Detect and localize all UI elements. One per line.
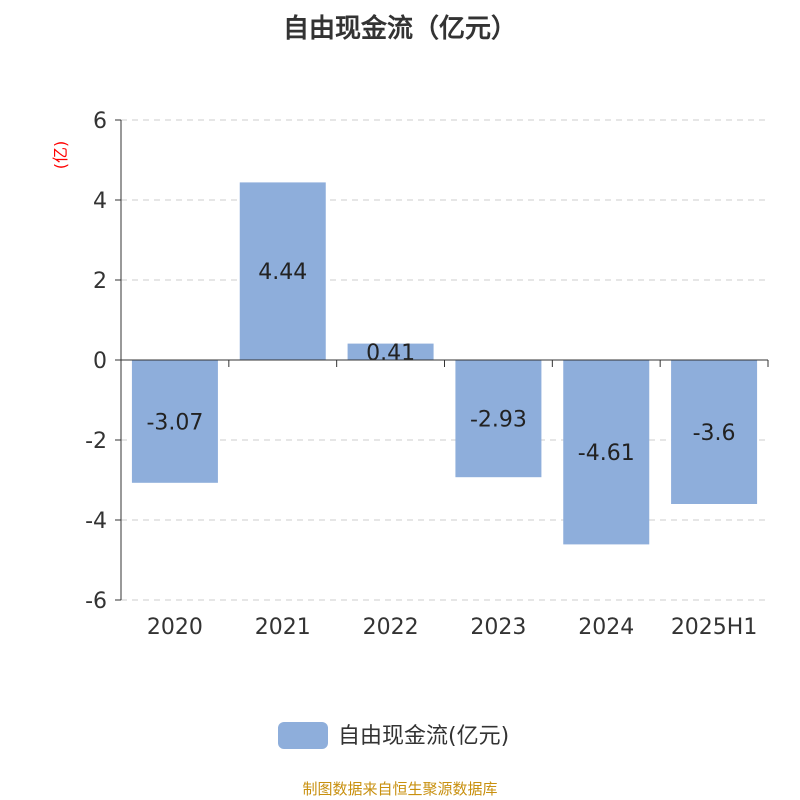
y-axis-label: (亿) xyxy=(51,141,70,170)
x-tick-label: 2024 xyxy=(578,615,634,640)
x-tick-label: 2023 xyxy=(470,615,526,640)
x-tick-label: 2022 xyxy=(363,615,419,640)
x-tick-label: 2021 xyxy=(255,615,311,640)
bar xyxy=(671,360,758,504)
x-tick-label: 2025H1 xyxy=(671,615,758,640)
y-tick-label: 6 xyxy=(93,109,107,134)
x-tick-label: 2020 xyxy=(147,615,203,640)
data-label: 4.44 xyxy=(258,260,307,285)
data-label: -3.6 xyxy=(693,421,736,446)
legend-swatch xyxy=(278,722,328,749)
bar xyxy=(347,343,434,360)
data-label: 0.41 xyxy=(366,341,415,366)
y-tick-label: -6 xyxy=(85,589,107,614)
y-tick-label: -2 xyxy=(85,429,107,454)
y-tick-label: 0 xyxy=(93,349,107,374)
chart-title: 自由现金流（亿元） xyxy=(282,14,517,44)
data-label: -4.61 xyxy=(578,441,635,466)
y-tick-label: -4 xyxy=(85,509,107,534)
y-tick-label: 2 xyxy=(93,269,107,294)
source-footer: 制图数据来自恒生聚源数据库 xyxy=(302,780,498,798)
data-label: -3.07 xyxy=(146,410,203,435)
legend-label: 自由现金流(亿元) xyxy=(338,724,509,749)
bar xyxy=(131,360,218,483)
bar xyxy=(563,360,650,545)
data-label: -2.93 xyxy=(470,408,527,433)
bar xyxy=(455,360,542,478)
bar xyxy=(239,182,326,360)
y-tick-label: 4 xyxy=(93,189,107,214)
